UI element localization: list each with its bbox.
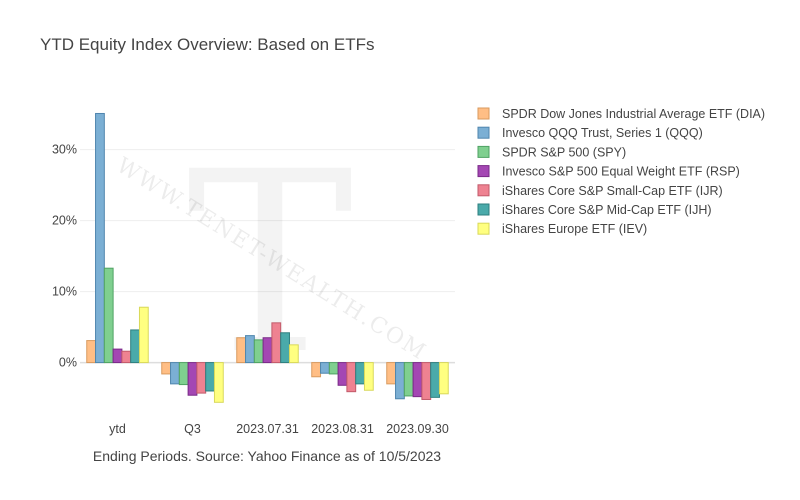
bar[interactable] [162, 363, 171, 374]
bar[interactable] [104, 268, 113, 362]
legend-item[interactable]: Invesco QQQ Trust, Series 1 (QQQ) [478, 126, 703, 140]
legend-swatch [478, 204, 489, 215]
bar[interactable] [396, 363, 405, 399]
x-tick-label: Q3 [184, 422, 201, 436]
legend-swatch [478, 108, 489, 119]
bar[interactable] [289, 345, 298, 363]
bar[interactable] [364, 363, 373, 391]
legend-label: SPDR S&P 500 (SPY) [502, 145, 626, 159]
bar[interactable] [347, 363, 356, 392]
bar[interactable] [214, 363, 223, 403]
bar[interactable] [439, 363, 448, 394]
x-tick-label: 2023.09.30 [386, 422, 449, 436]
legend-label: iShares Core S&P Small-Cap ETF (IJR) [502, 184, 723, 198]
x-axis-label: Ending Periods. Source: Yahoo Finance as… [93, 448, 441, 464]
bar[interactable] [272, 323, 281, 363]
y-tick-label: 0% [59, 356, 77, 370]
bar[interactable] [254, 340, 263, 363]
legend-swatch [478, 185, 489, 196]
bar[interactable] [188, 363, 197, 396]
legend-swatch [478, 146, 489, 157]
legend-label: iShares Europe ETF (IEV) [502, 222, 647, 236]
legend-label: SPDR Dow Jones Industrial Average ETF (D… [502, 107, 765, 121]
x-tick-label: 2023.08.31 [311, 422, 374, 436]
bar[interactable] [422, 363, 431, 400]
bar[interactable] [197, 363, 206, 394]
y-tick-label: 30% [52, 143, 77, 157]
bar[interactable] [312, 363, 321, 377]
legend-item[interactable]: Invesco S&P 500 Equal Weight ETF (RSP) [478, 165, 740, 179]
legend-swatch [478, 223, 489, 234]
bar[interactable] [237, 338, 246, 363]
bar[interactable] [139, 307, 148, 362]
chart-title: YTD Equity Index Overview: Based on ETFs [40, 35, 374, 54]
bar[interactable] [321, 363, 330, 374]
bar[interactable] [113, 349, 122, 362]
x-tick-label: ytd [109, 422, 126, 436]
bar[interactable] [179, 363, 188, 385]
bar[interactable] [246, 336, 255, 363]
bar[interactable] [281, 333, 290, 363]
legend[interactable]: SPDR Dow Jones Industrial Average ETF (D… [478, 107, 765, 236]
legend-item[interactable]: iShares Core S&P Mid-Cap ETF (IJH) [478, 203, 712, 217]
x-tick-labels: ytd Q3 2023.07.31 2023.08.31 2023.09.30 [109, 422, 449, 436]
bar[interactable] [131, 330, 140, 363]
bar[interactable] [122, 351, 131, 362]
legend-label: iShares Core S&P Mid-Cap ETF (IJH) [502, 203, 712, 217]
legend-item[interactable]: SPDR S&P 500 (SPY) [478, 145, 626, 159]
bar[interactable] [431, 363, 440, 398]
legend-item[interactable]: SPDR Dow Jones Industrial Average ETF (D… [478, 107, 765, 121]
legend-label: Invesco S&P 500 Equal Weight ETF (RSP) [502, 165, 740, 179]
bar[interactable] [263, 338, 272, 363]
y-tick-label: 10% [52, 285, 77, 299]
legend-label: Invesco QQQ Trust, Series 1 (QQQ) [502, 126, 703, 140]
legend-swatch [478, 127, 489, 138]
bar[interactable] [404, 363, 413, 396]
bar[interactable] [338, 363, 347, 386]
bar[interactable] [206, 363, 215, 391]
legend-item[interactable]: iShares Europe ETF (IEV) [478, 222, 647, 236]
y-tick-label: 20% [52, 214, 77, 228]
bar[interactable] [171, 363, 180, 384]
x-tick-label: 2023.07.31 [236, 422, 299, 436]
y-tick-labels: 0% 10% 20% 30% [52, 143, 77, 370]
bar[interactable] [96, 113, 105, 362]
bar[interactable] [413, 363, 422, 397]
legend-item[interactable]: iShares Core S&P Small-Cap ETF (IJR) [478, 184, 723, 198]
bar[interactable] [87, 341, 96, 363]
legend-swatch [478, 166, 489, 177]
watermark-logo: T WWW.TENET-WEALTH.COM [112, 118, 431, 409]
bar[interactable] [329, 363, 338, 374]
bar[interactable] [387, 363, 396, 384]
bar[interactable] [356, 363, 365, 384]
